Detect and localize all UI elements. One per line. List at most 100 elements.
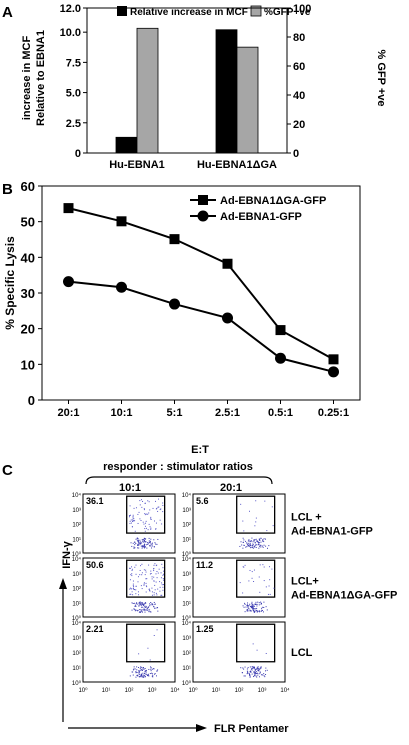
gate-box [126, 623, 166, 663]
cell-event-gated [135, 573, 137, 575]
cell-event-gated [145, 578, 147, 580]
y-tick-label: 20 [21, 322, 35, 337]
cell-event [256, 672, 258, 674]
cell-event-gated [132, 516, 134, 518]
cell-event [256, 603, 258, 605]
y-axis-tick-label: 10⁰ [182, 680, 192, 687]
cell-event-gated [150, 572, 152, 574]
y-axis-tick-label: 10² [182, 523, 191, 529]
cell-event [259, 610, 261, 612]
cell-event [141, 539, 143, 541]
header-bracket [85, 476, 273, 485]
x-tick-label: 0.25:1 [318, 407, 349, 419]
cell-event [252, 609, 254, 611]
cell-event [139, 611, 141, 613]
cell-event [253, 611, 255, 613]
cell-event [254, 546, 256, 548]
cell-event [243, 668, 245, 670]
cell-event [264, 676, 266, 678]
cell-event-gated [263, 566, 265, 568]
facs-plot [192, 493, 286, 554]
cell-event [258, 611, 260, 613]
cell-event [144, 676, 146, 678]
cell-event-gated [155, 581, 157, 583]
cell-event-gated [158, 498, 160, 500]
cell-event [252, 609, 254, 611]
cell-event [136, 602, 138, 604]
cell-event [256, 676, 258, 678]
cell-event [144, 674, 146, 676]
cell-event-gated [134, 520, 136, 522]
cell-event [243, 539, 245, 541]
cell-event [249, 609, 251, 611]
row-label: Ad-EBNA1-GFP [291, 526, 373, 538]
cell-event [258, 673, 260, 675]
cell-event [250, 541, 252, 543]
cell-event [244, 675, 246, 677]
cell-event [144, 541, 146, 543]
cell-event [136, 537, 138, 539]
cell-event-gated [159, 509, 161, 511]
cell-event [132, 542, 134, 544]
cell-event [131, 602, 133, 604]
cell-event [256, 610, 258, 612]
cell-event [251, 603, 253, 605]
cell-event [141, 547, 143, 549]
cell-event [265, 667, 267, 669]
cell-event [256, 666, 258, 668]
cell-event [148, 611, 150, 613]
cell-event-gated [135, 564, 137, 566]
cell-event [141, 602, 143, 604]
cell-event [152, 604, 154, 606]
cell-event [145, 605, 147, 607]
y-tick-label: 12.0 [60, 3, 81, 15]
cell-event [254, 674, 256, 676]
cell-event-gated [256, 649, 258, 651]
cell-event [255, 540, 257, 542]
series-line-ebna1-dga-gfp [68, 207, 334, 361]
cell-event [255, 675, 257, 677]
y-axis-tick-label: 10⁰ [72, 615, 82, 622]
cell-event [260, 546, 262, 548]
panel-b-axes: 0 10 20 30 40 50 60 20:1 10:1 5:1 2.5:1 0.5:1 0.25:1 [21, 179, 361, 419]
cell-event-gated [265, 586, 267, 588]
cell-event [144, 545, 146, 547]
x-tick-label: 10:1 [110, 407, 132, 419]
x-axis-tick-label: 10³ [148, 688, 157, 694]
cell-event [255, 668, 257, 670]
cell-event [143, 544, 145, 546]
cell-event-gated [268, 585, 270, 587]
cell-event-gated [139, 518, 141, 520]
cell-event-gated [145, 582, 147, 584]
cell-event-gated [141, 588, 143, 590]
y-axis-tick-label: 10¹ [72, 666, 81, 672]
cell-event [154, 603, 156, 605]
cell-event [246, 668, 248, 670]
cell-event [152, 673, 154, 675]
cell-event [144, 540, 146, 542]
cell-event-gated [143, 508, 145, 510]
cell-event [146, 674, 148, 676]
legend-swatch-mcf [117, 6, 127, 16]
cell-event [241, 544, 243, 546]
cell-event [258, 538, 260, 540]
cell-event-gated [267, 593, 269, 595]
cell-event [242, 537, 244, 539]
cell-event [248, 605, 250, 607]
cell-event-gated [138, 511, 140, 513]
cell-event [258, 669, 260, 671]
y-tick-label: 5.0 [66, 88, 81, 100]
cell-event [142, 669, 144, 671]
cell-event-gated [138, 653, 140, 655]
cell-event [255, 601, 257, 603]
cell-event-gated [150, 516, 152, 518]
row-label: LCL [291, 647, 313, 659]
cell-event [151, 668, 153, 670]
cell-event [141, 540, 143, 542]
cell-event [253, 547, 255, 549]
cell-event [140, 604, 142, 606]
cell-event-gated [146, 578, 148, 580]
cell-event [138, 604, 140, 606]
cell-event-gated [150, 518, 152, 520]
cell-event [260, 602, 262, 604]
